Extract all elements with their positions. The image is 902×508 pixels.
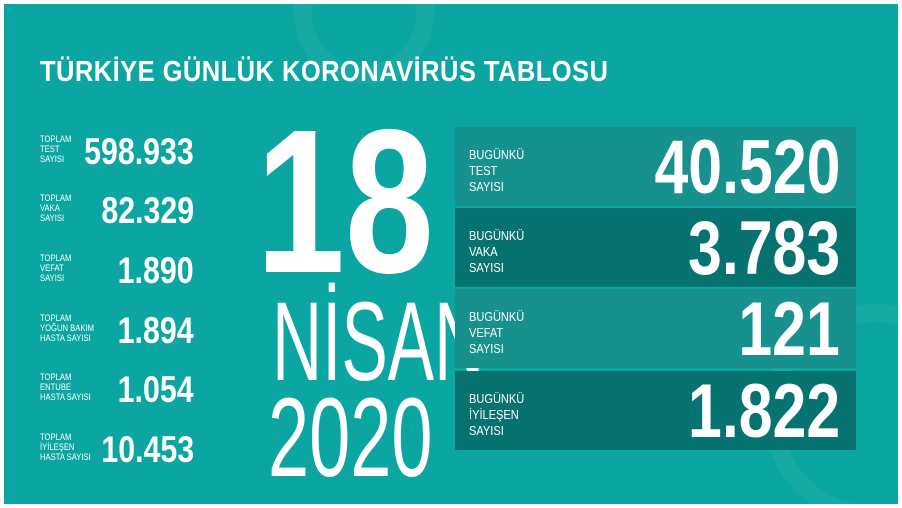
- stat-label: TOPLAM VEFAT SAYISI: [40, 253, 72, 283]
- stat-value: 1.894: [118, 310, 194, 351]
- date-year: 2020: [268, 375, 433, 500]
- stat-value: 598.933: [84, 131, 194, 172]
- total-cases: TOPLAM VAKA SAYISI 82.329: [40, 189, 194, 233]
- total-recovered: TOPLAM İYİLEŞEN HASTA SAYISI 10.453: [40, 428, 194, 472]
- stat-value: 10.453: [101, 429, 194, 470]
- total-deaths: TOPLAM VEFAT SAYISI 1.890: [40, 249, 194, 293]
- today-deaths: BUGÜNKÜ VEFAT SAYISI 121: [455, 287, 856, 372]
- page-title: TÜRKİYE GÜNLÜK KORONAVİRÜS TABLOSU: [40, 56, 609, 88]
- stat-value: 1.822: [687, 369, 840, 454]
- stat-label: BUGÜNKÜ VAKA SAYISI: [469, 228, 525, 275]
- stat-label: TOPLAM TEST SAYISI: [40, 134, 72, 164]
- infographic: TÜRKİYE GÜNLÜK KORONAVİRÜS TABLOSU TOPLA…: [4, 4, 898, 504]
- stat-value: 40.520: [654, 125, 840, 210]
- stat-label: TOPLAM ENTUBE HASTA SAYISI: [40, 372, 91, 402]
- today-cases: BUGÜNKÜ VAKA SAYISI 3.783: [455, 206, 856, 291]
- stat-label: TOPLAM VAKA SAYISI: [40, 193, 72, 223]
- stat-label: TOPLAM YOĞUN BAKIM HASTA SAYISI: [40, 313, 94, 343]
- stat-label: BUGÜNKÜ İYİLEŞEN SAYISI: [469, 391, 525, 438]
- stat-label: BUGÜNKÜ VEFAT SAYISI: [469, 309, 525, 356]
- stat-value: 1.054: [118, 369, 194, 410]
- today-test: BUGÜNKÜ TEST SAYISI 40.520: [455, 125, 856, 210]
- total-icu: TOPLAM YOĞUN BAKIM HASTA SAYISI 1.894: [40, 309, 194, 353]
- stat-label: TOPLAM İYİLEŞEN HASTA SAYISI: [40, 432, 91, 462]
- stat-label: BUGÜNKÜ TEST SAYISI: [469, 147, 525, 194]
- total-intubated: TOPLAM ENTUBE HASTA SAYISI 1.054: [40, 368, 194, 412]
- stat-value: 121: [738, 287, 840, 372]
- today-recovered: BUGÜNKÜ İYİLEŞEN SAYISI 1.822: [455, 369, 856, 454]
- stat-value: 3.783: [687, 206, 840, 291]
- date-month: NİSAN: [272, 279, 485, 404]
- total-test: TOPLAM TEST SAYISI 598.933: [40, 130, 194, 174]
- stat-value: 1.890: [118, 250, 194, 291]
- date-day: 18: [256, 87, 434, 316]
- stat-value: 82.329: [101, 190, 194, 231]
